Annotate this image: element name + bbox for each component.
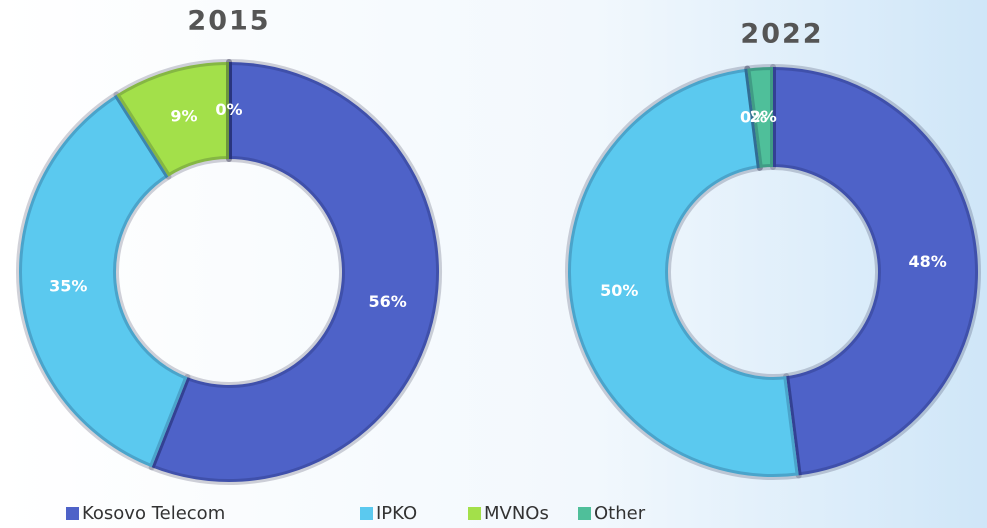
slice [113, 59, 232, 180]
value-label: 9% [170, 106, 197, 125]
slice [565, 65, 802, 480]
value-label: 2% [750, 107, 777, 126]
value-label: 35% [49, 277, 87, 296]
value-label: 0% [215, 100, 242, 119]
legend-swatch [468, 507, 481, 520]
value-label: 0% [740, 108, 767, 127]
chart-title: 2015 [187, 6, 270, 37]
legend-label: Kosovo Telecom [82, 503, 225, 524]
chart-title: 2022 [740, 19, 823, 50]
slice [770, 64, 982, 479]
legend-swatch [360, 507, 373, 520]
slice [16, 91, 191, 471]
legend-label: Other [594, 503, 646, 524]
value-label: 50% [600, 281, 638, 300]
legend-swatch [578, 507, 591, 520]
legend-swatch [66, 507, 79, 520]
slice [744, 64, 776, 171]
value-label: 48% [909, 252, 947, 271]
slice [148, 59, 442, 485]
value-label: 56% [368, 292, 406, 311]
legend-label: MVNOs [484, 503, 549, 524]
legend-label: IPKO [376, 503, 417, 524]
